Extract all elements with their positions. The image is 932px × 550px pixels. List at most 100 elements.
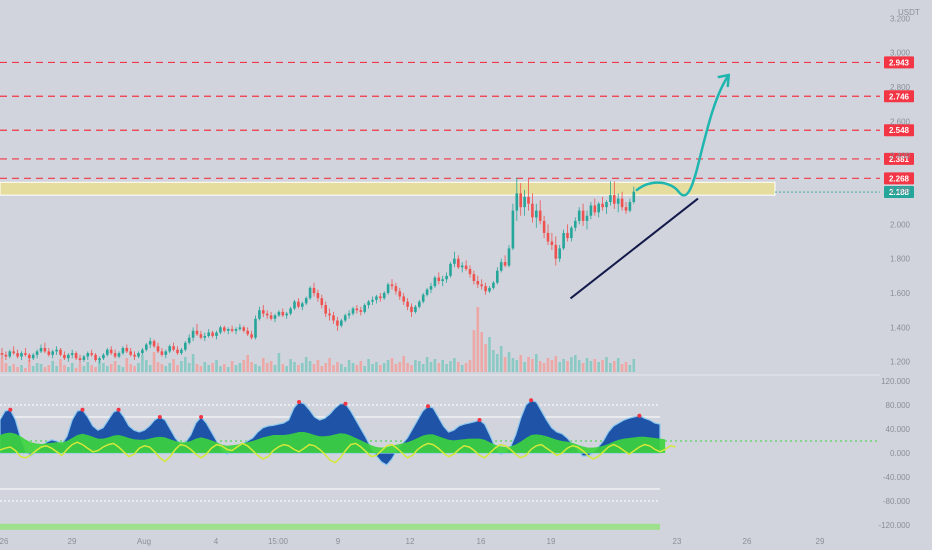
candle-body[interactable] xyxy=(269,315,273,319)
candle-body[interactable] xyxy=(109,349,113,354)
candle-body[interactable] xyxy=(624,207,628,211)
candle-body[interactable] xyxy=(117,353,121,357)
candle-body[interactable] xyxy=(585,215,589,221)
candle-body[interactable] xyxy=(8,351,12,357)
candle-body[interactable] xyxy=(246,330,249,335)
candle-body[interactable] xyxy=(316,293,320,299)
candle-body[interactable] xyxy=(82,356,86,360)
candle-body[interactable] xyxy=(4,354,8,357)
candle-body[interactable] xyxy=(168,346,171,352)
candle-body[interactable] xyxy=(515,193,519,211)
candle-body[interactable] xyxy=(632,191,636,203)
oscillator-pane[interactable] xyxy=(0,398,880,530)
candle-body[interactable] xyxy=(234,329,238,331)
candle-body[interactable] xyxy=(324,305,327,314)
ascending-trendline[interactable] xyxy=(569,197,699,300)
candle-body[interactable] xyxy=(137,353,140,357)
candle-body[interactable] xyxy=(211,332,214,336)
candle-body[interactable] xyxy=(156,346,160,352)
candle-body[interactable] xyxy=(460,265,464,268)
candle-body[interactable] xyxy=(39,347,43,352)
candle-body[interactable] xyxy=(414,306,417,312)
candle-body[interactable] xyxy=(394,286,398,292)
candle-body[interactable] xyxy=(258,310,261,319)
candle-body[interactable] xyxy=(145,344,148,350)
candle-body[interactable] xyxy=(191,330,195,338)
candle-body[interactable] xyxy=(496,270,499,283)
candle-body[interactable] xyxy=(449,263,452,276)
candle-body[interactable] xyxy=(418,301,421,307)
candle-body[interactable] xyxy=(265,313,269,316)
candle-body[interactable] xyxy=(250,334,253,338)
candle-body[interactable] xyxy=(0,353,4,355)
candle-body[interactable] xyxy=(160,351,164,355)
candle-body[interactable] xyxy=(546,232,550,242)
candle-body[interactable] xyxy=(375,296,378,300)
candle-body[interactable] xyxy=(55,349,58,352)
candle-body[interactable] xyxy=(554,244,558,259)
candle-body[interactable] xyxy=(492,282,495,288)
candle-body[interactable] xyxy=(581,210,585,221)
candle-body[interactable] xyxy=(59,349,62,355)
candle-body[interactable] xyxy=(273,315,277,319)
candle-body[interactable] xyxy=(98,358,101,360)
candle-body[interactable] xyxy=(20,353,23,357)
candle-body[interactable] xyxy=(113,353,117,357)
candle-body[interactable] xyxy=(285,313,288,316)
candle-body[interactable] xyxy=(574,220,577,228)
candle-body[interactable] xyxy=(148,341,152,345)
candle-body[interactable] xyxy=(609,195,612,203)
candle-body[interactable] xyxy=(289,308,292,314)
candle-body[interactable] xyxy=(90,353,93,355)
candle-body[interactable] xyxy=(172,346,175,350)
candle-body[interactable] xyxy=(558,248,561,259)
candle-body[interactable] xyxy=(312,287,316,294)
candle-body[interactable] xyxy=(223,327,226,331)
candle-body[interactable] xyxy=(176,349,179,354)
candle-body[interactable] xyxy=(437,277,441,281)
candle-body[interactable] xyxy=(195,330,199,335)
candle-body[interactable] xyxy=(328,313,331,316)
candle-body[interactable] xyxy=(429,286,433,290)
candle-body[interactable] xyxy=(507,248,511,266)
candle-body[interactable] xyxy=(43,347,47,352)
candle-body[interactable] xyxy=(63,354,66,359)
candle-body[interactable] xyxy=(523,196,526,208)
candle-body[interactable] xyxy=(70,353,74,355)
candle-body[interactable] xyxy=(102,354,105,359)
candle-body[interactable] xyxy=(601,203,604,208)
candle-body[interactable] xyxy=(238,327,242,330)
candle-body[interactable] xyxy=(421,294,425,302)
candle-body[interactable] xyxy=(281,311,285,316)
candle-body[interactable] xyxy=(24,353,27,355)
candle-body[interactable] xyxy=(371,299,374,302)
candle-body[interactable] xyxy=(301,303,304,307)
candle-body[interactable] xyxy=(379,296,382,299)
candle-body[interactable] xyxy=(535,210,538,218)
candle-body[interactable] xyxy=(616,198,620,204)
candle-body[interactable] xyxy=(367,301,370,306)
candle-body[interactable] xyxy=(242,327,246,331)
candle-body[interactable] xyxy=(542,220,546,233)
candle-body[interactable] xyxy=(613,195,616,204)
candle-body[interactable] xyxy=(538,210,542,221)
candle-body[interactable] xyxy=(86,353,90,357)
oscillator-green-area[interactable] xyxy=(0,432,666,453)
candle-body[interactable] xyxy=(141,349,144,354)
candle-body[interactable] xyxy=(605,202,608,208)
candle-body[interactable] xyxy=(476,281,480,285)
candle-body[interactable] xyxy=(297,301,300,307)
candle-body[interactable] xyxy=(445,275,448,280)
candle-body[interactable] xyxy=(593,205,597,213)
candle-body[interactable] xyxy=(457,258,460,268)
candle-body[interactable] xyxy=(577,210,581,221)
candle-body[interactable] xyxy=(51,351,54,355)
candle-body[interactable] xyxy=(320,298,324,306)
candle-body[interactable] xyxy=(488,287,491,292)
candle-body[interactable] xyxy=(589,205,593,216)
price-axis[interactable]: 2.943 2.746 2.548 2.381 2.268 2.188 3.200 3.000… xyxy=(878,14,914,530)
candle-body[interactable] xyxy=(566,232,569,239)
candle-body[interactable] xyxy=(332,315,335,321)
candle-body[interactable] xyxy=(184,342,187,350)
